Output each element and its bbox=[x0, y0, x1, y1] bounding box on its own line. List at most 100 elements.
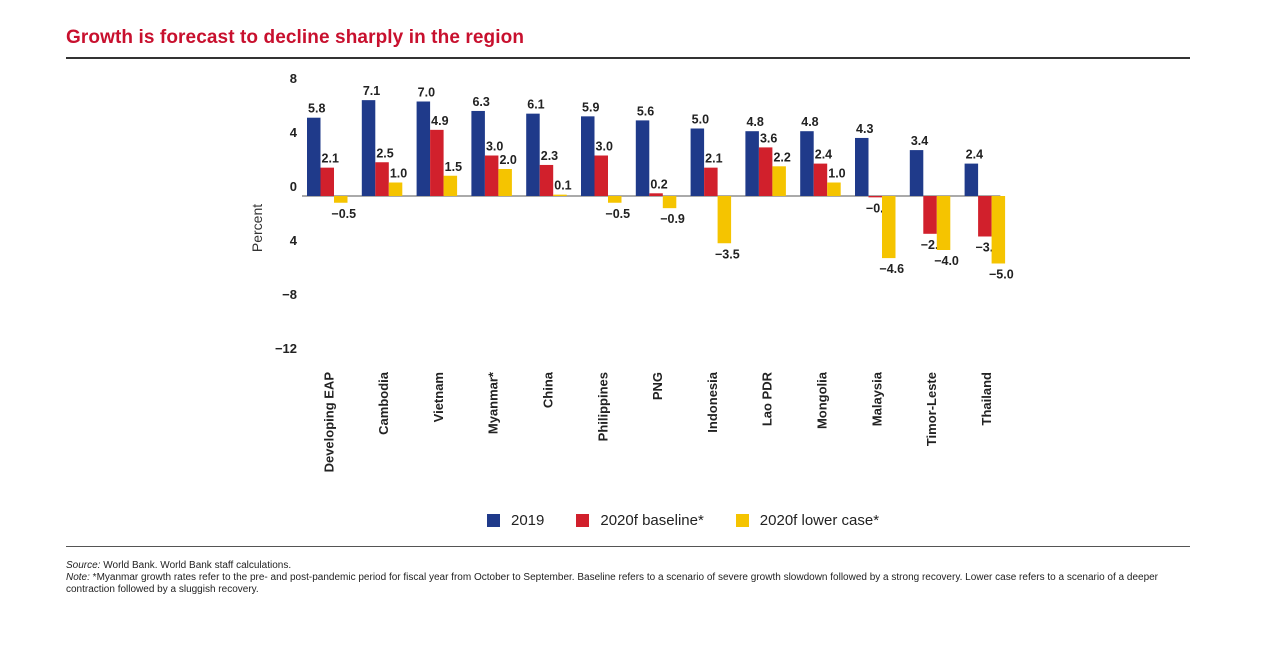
bar-lower-case bbox=[498, 169, 512, 196]
data-label: −0.5 bbox=[605, 207, 630, 221]
bar-lower-case bbox=[991, 196, 1006, 264]
data-label: 2.4 bbox=[815, 148, 832, 162]
category-label: Cambodia bbox=[376, 371, 391, 435]
bar-2019 bbox=[635, 120, 650, 196]
data-label: −4.0 bbox=[934, 254, 959, 268]
bar-baseline bbox=[320, 167, 334, 196]
data-label: 2.3 bbox=[541, 149, 558, 163]
bar-2019 bbox=[526, 113, 540, 196]
data-label: 2.0 bbox=[499, 153, 516, 167]
data-label: 6.1 bbox=[527, 98, 544, 112]
bar-baseline bbox=[594, 155, 608, 196]
bar-lower-case bbox=[717, 196, 732, 244]
data-label: 2.2 bbox=[773, 150, 790, 164]
data-label: 5.9 bbox=[582, 100, 599, 114]
data-label: −5.0 bbox=[989, 268, 1014, 282]
bar-lower-case bbox=[334, 196, 348, 203]
bar-2019 bbox=[745, 131, 759, 196]
chart-title: Growth is forecast to decline sharply in… bbox=[66, 27, 525, 48]
y-tick-label: 4 bbox=[290, 125, 298, 140]
bar-lower-case bbox=[553, 194, 567, 196]
bar-2019 bbox=[471, 110, 485, 196]
source-label: Source: bbox=[66, 560, 101, 571]
data-label: 5.6 bbox=[637, 104, 654, 118]
footnote: Note: *Myanmar growth rates refer to the… bbox=[66, 572, 1196, 596]
bar-baseline bbox=[978, 196, 992, 237]
data-label: 6.3 bbox=[472, 95, 489, 109]
bar-2019 bbox=[416, 101, 431, 196]
bar-baseline bbox=[649, 193, 663, 196]
bar-2019 bbox=[361, 100, 376, 196]
category-label: Timor-Leste bbox=[924, 372, 939, 446]
note-label: Note: bbox=[66, 572, 90, 583]
data-label: −4.6 bbox=[879, 262, 904, 276]
category-label: Vietnam bbox=[431, 372, 446, 422]
legend-swatch-lower-case bbox=[735, 514, 749, 527]
data-label: 2.4 bbox=[966, 148, 983, 162]
bar-lower-case bbox=[882, 196, 896, 259]
bar-baseline bbox=[539, 164, 554, 196]
data-label: 2.5 bbox=[376, 146, 393, 160]
bar-baseline bbox=[758, 147, 773, 196]
bar-baseline bbox=[430, 129, 444, 196]
data-label: 5.8 bbox=[308, 102, 325, 116]
bar-2019 bbox=[909, 150, 924, 196]
y-tick-label: −12 bbox=[275, 341, 297, 356]
bar-baseline bbox=[375, 162, 389, 196]
data-label: −0.5 bbox=[331, 207, 356, 221]
category-label: Myanmar* bbox=[486, 371, 501, 434]
legend-swatch-baseline bbox=[576, 514, 590, 527]
bar-2019 bbox=[690, 128, 705, 196]
data-label: 7.1 bbox=[363, 84, 380, 98]
category-label: China bbox=[540, 371, 555, 408]
y-tick-label: 8 bbox=[290, 71, 297, 86]
bar-lower-case bbox=[388, 182, 403, 196]
data-label: −0.9 bbox=[660, 212, 685, 226]
y-tick-label: 0 bbox=[290, 179, 297, 194]
data-label: 4.8 bbox=[801, 115, 818, 129]
category-label: Lao PDR bbox=[760, 371, 775, 426]
data-label: 3.0 bbox=[596, 140, 613, 154]
source-text: World Bank. World Bank staff calculation… bbox=[100, 560, 292, 571]
bar-baseline bbox=[923, 196, 937, 234]
bar-2019 bbox=[800, 131, 814, 196]
data-label: 2.1 bbox=[705, 152, 722, 166]
note-text: *Myanmar growth rates refer to the pre- … bbox=[66, 572, 1159, 595]
data-label: 3.6 bbox=[760, 131, 777, 145]
data-label: 0.1 bbox=[554, 179, 571, 193]
y-axis-label: Percent bbox=[249, 204, 265, 252]
data-label: 3.4 bbox=[911, 134, 928, 148]
category-label: Developing EAP bbox=[321, 372, 336, 473]
bar-baseline bbox=[868, 196, 882, 198]
category-label: PNG bbox=[650, 372, 665, 400]
data-label: 4.3 bbox=[856, 122, 873, 136]
bar-lower-case bbox=[443, 175, 458, 196]
legend-label-lower-case: 2020f lower case* bbox=[759, 512, 880, 529]
bar-2019 bbox=[855, 137, 869, 196]
data-label: 1.0 bbox=[390, 167, 407, 181]
bar-baseline bbox=[813, 163, 828, 196]
bar-lower-case bbox=[608, 196, 622, 203]
legend-item-lower-case: 2020f lower case* bbox=[735, 512, 880, 529]
data-label: 5.0 bbox=[692, 113, 709, 127]
data-label: 0.2 bbox=[650, 177, 667, 191]
bar-2019 bbox=[307, 117, 321, 196]
legend: 2019 2020f baseline* 2020f lower case* bbox=[487, 512, 911, 529]
category-label: Mongolia bbox=[814, 371, 829, 429]
data-label: 4.8 bbox=[746, 115, 763, 129]
bar-lower-case bbox=[772, 166, 786, 196]
bar-lower-case bbox=[662, 196, 677, 209]
source-note: Source: World Bank. World Bank staff cal… bbox=[66, 560, 1196, 572]
category-label: Thailand bbox=[979, 372, 994, 426]
legend-label-2019: 2019 bbox=[511, 512, 545, 529]
data-label: 1.5 bbox=[445, 160, 462, 174]
data-label: 3.0 bbox=[486, 140, 503, 154]
legend-item-baseline: 2020f baseline* bbox=[576, 512, 704, 529]
data-label: 1.0 bbox=[828, 167, 845, 181]
bar-baseline bbox=[704, 167, 718, 196]
bar-2019 bbox=[964, 163, 979, 196]
bar-chart: 8 4 0 4 −8 −12 Percent 5.8 2.1 −0.5 Developing EAP… bbox=[249, 71, 1014, 473]
y-tick-label: 4 bbox=[290, 233, 298, 248]
bottom-rule bbox=[66, 546, 1190, 547]
bar-lower-case bbox=[827, 182, 841, 196]
